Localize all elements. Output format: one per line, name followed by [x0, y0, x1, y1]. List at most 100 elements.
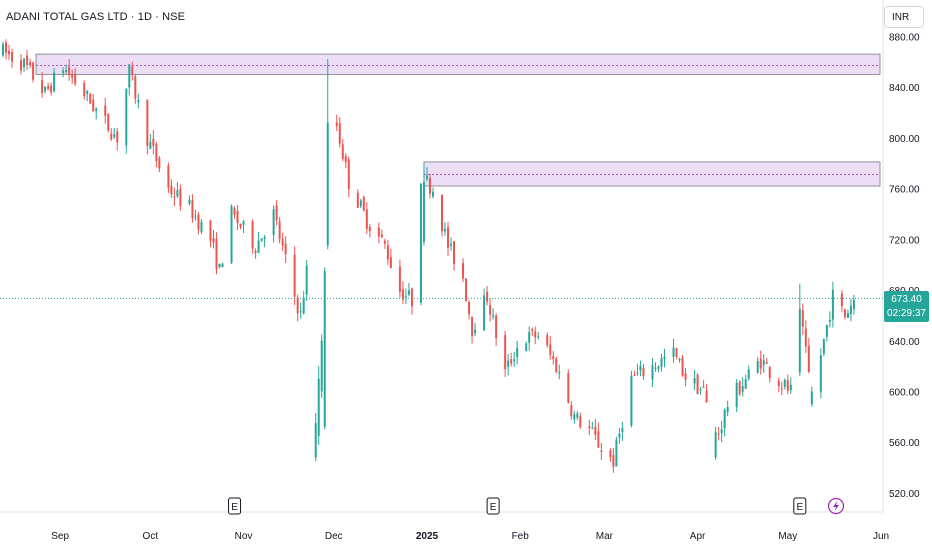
candle-body[interactable]: [780, 388, 783, 390]
candle-body[interactable]: [840, 293, 843, 307]
candle-body[interactable]: [681, 357, 684, 376]
candle-body[interactable]: [525, 343, 528, 352]
candle-body[interactable]: [302, 297, 305, 314]
candle-body[interactable]: [696, 374, 699, 395]
candle-body[interactable]: [639, 365, 642, 371]
candle-body[interactable]: [74, 74, 77, 84]
candle-body[interactable]: [263, 237, 266, 240]
candle-body[interactable]: [672, 347, 675, 357]
candle-body[interactable]: [194, 216, 197, 218]
candle-body[interactable]: [95, 108, 98, 112]
candle-body[interactable]: [239, 224, 242, 228]
candle-body[interactable]: [555, 358, 558, 373]
candle-body[interactable]: [20, 60, 23, 71]
candle-body[interactable]: [717, 433, 720, 435]
candle-body[interactable]: [257, 240, 260, 253]
candle-body[interactable]: [254, 250, 257, 254]
candle-body[interactable]: [167, 165, 170, 188]
candle-body[interactable]: [735, 382, 738, 408]
candle-body[interactable]: [212, 238, 215, 243]
candle-body[interactable]: [125, 88, 128, 146]
candle-body[interactable]: [468, 302, 471, 314]
candle-body[interactable]: [738, 381, 741, 395]
candle-body[interactable]: [831, 289, 834, 320]
candle-body[interactable]: [777, 380, 780, 387]
candle-body[interactable]: [5, 42, 8, 53]
candle-body[interactable]: [146, 100, 149, 147]
candle-body[interactable]: [317, 378, 320, 436]
candle-body[interactable]: [242, 221, 245, 225]
candle-body[interactable]: [678, 358, 681, 361]
candle-body[interactable]: [47, 86, 50, 89]
candle-body[interactable]: [221, 263, 224, 268]
candle-body[interactable]: [380, 234, 383, 238]
candle-body[interactable]: [744, 379, 747, 389]
candle-body[interactable]: [236, 211, 239, 224]
candle-body[interactable]: [128, 64, 131, 88]
candle-body[interactable]: [504, 335, 507, 370]
candle-body[interactable]: [693, 378, 696, 384]
candle-body[interactable]: [359, 200, 362, 207]
zone-box[interactable]: [423, 161, 881, 187]
candle-body[interactable]: [431, 191, 434, 197]
candle-body[interactable]: [450, 243, 453, 246]
candle-body[interactable]: [549, 344, 552, 355]
candle-body[interactable]: [365, 209, 368, 229]
candle-body[interactable]: [230, 206, 233, 263]
candle-body[interactable]: [558, 372, 561, 374]
candle-body[interactable]: [218, 263, 221, 268]
candle-body[interactable]: [819, 355, 822, 392]
candle-body[interactable]: [600, 450, 603, 452]
candle-body[interactable]: [83, 83, 86, 97]
candle-body[interactable]: [44, 86, 47, 92]
candle-body[interactable]: [849, 305, 852, 314]
candle-body[interactable]: [804, 328, 807, 347]
candle-body[interactable]: [314, 423, 317, 458]
candle-body[interactable]: [68, 66, 71, 76]
candle-body[interactable]: [170, 185, 173, 195]
zone-box[interactable]: [35, 53, 881, 75]
candle-body[interactable]: [510, 359, 513, 364]
candle-body[interactable]: [546, 334, 549, 346]
candle-body[interactable]: [176, 190, 179, 197]
candle-body[interactable]: [615, 439, 618, 467]
candle-body[interactable]: [323, 271, 326, 428]
candle-body[interactable]: [588, 426, 591, 429]
candle-body[interactable]: [609, 450, 612, 458]
candle-body[interactable]: [441, 195, 444, 231]
earnings-marker[interactable]: [793, 497, 807, 515]
candle-body[interactable]: [158, 158, 161, 169]
candle-body[interactable]: [513, 359, 516, 361]
candle-body[interactable]: [407, 290, 410, 295]
candle-body[interactable]: [341, 144, 344, 160]
candle-body[interactable]: [684, 373, 687, 380]
candle-body[interactable]: [720, 429, 723, 434]
candle-body[interactable]: [552, 356, 555, 360]
candle-body[interactable]: [137, 100, 140, 103]
candle-body[interactable]: [594, 426, 597, 435]
candle-body[interactable]: [807, 346, 810, 372]
candle-body[interactable]: [113, 134, 116, 138]
candle-body[interactable]: [699, 389, 702, 391]
candle-body[interactable]: [107, 113, 110, 131]
candle-body[interactable]: [197, 214, 200, 230]
candle-body[interactable]: [474, 329, 477, 334]
candle-body[interactable]: [633, 374, 636, 376]
candle-body[interactable]: [828, 319, 831, 322]
candle-body[interactable]: [410, 288, 413, 307]
candle-body[interactable]: [654, 367, 657, 369]
candle-body[interactable]: [657, 366, 660, 370]
candle-body[interactable]: [663, 356, 666, 359]
candle-body[interactable]: [447, 227, 450, 248]
candle-body[interactable]: [843, 309, 846, 317]
candle-body[interactable]: [573, 414, 576, 420]
candle-body[interactable]: [507, 360, 510, 367]
candle-body[interactable]: [326, 122, 329, 246]
candle-body[interactable]: [528, 332, 531, 343]
candle-body[interactable]: [32, 62, 35, 80]
candle-body[interactable]: [630, 375, 633, 426]
candle-body[interactable]: [188, 199, 191, 204]
candle-body[interactable]: [272, 209, 275, 235]
candle-body[interactable]: [134, 76, 137, 99]
